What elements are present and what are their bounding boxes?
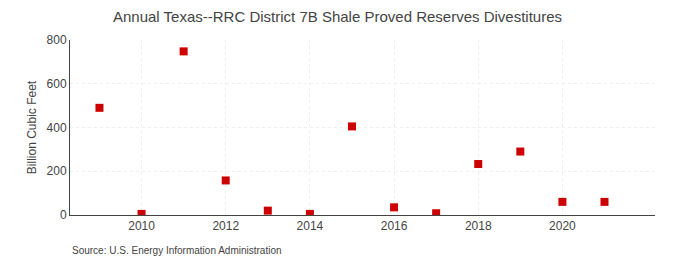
svg-text:600: 600 xyxy=(47,77,67,91)
svg-text:2016: 2016 xyxy=(381,219,408,233)
svg-text:2012: 2012 xyxy=(212,219,239,233)
svg-text:2020: 2020 xyxy=(549,219,576,233)
svg-text:Source: U.S. Energy Informatio: Source: U.S. Energy Information Administ… xyxy=(72,245,282,256)
svg-text:200: 200 xyxy=(47,164,67,178)
svg-text:400: 400 xyxy=(47,121,67,135)
svg-text:2014: 2014 xyxy=(297,219,324,233)
svg-text:0: 0 xyxy=(60,208,67,222)
svg-text:Billion Cubic Feet: Billion Cubic Feet xyxy=(25,80,39,174)
svg-text:2018: 2018 xyxy=(465,219,492,233)
svg-text:Annual Texas--RRC District 7B: Annual Texas--RRC District 7B Shale Prov… xyxy=(113,8,562,25)
svg-text:800: 800 xyxy=(47,33,67,47)
svg-text:2010: 2010 xyxy=(128,219,155,233)
